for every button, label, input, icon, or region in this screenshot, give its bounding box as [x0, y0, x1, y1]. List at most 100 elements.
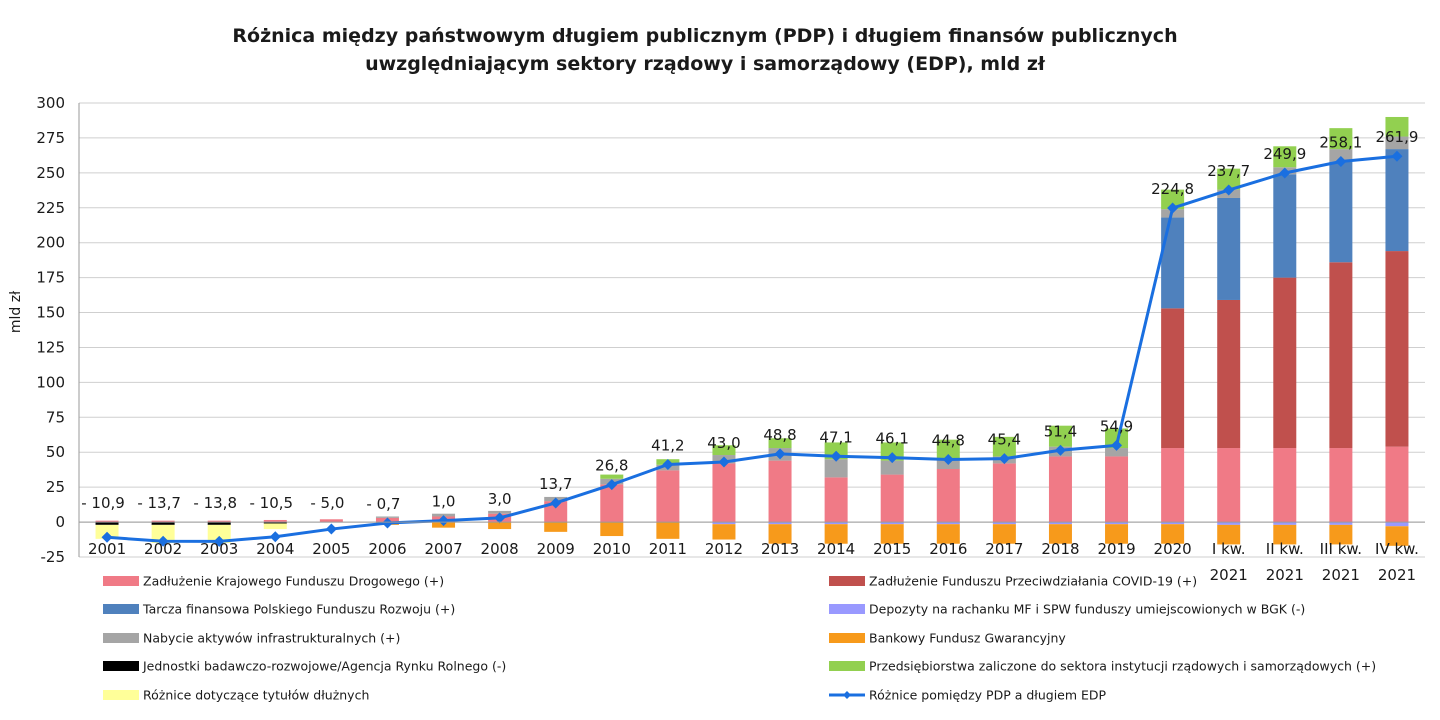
bar-segment	[880, 460, 904, 475]
bar-segment	[151, 522, 175, 525]
bar-segment	[1385, 526, 1409, 546]
legend-swatch	[103, 661, 139, 671]
bar-segment	[1273, 522, 1297, 525]
data-label: - 0,7	[366, 495, 400, 513]
y-tick-label: 175	[36, 269, 65, 287]
bar-segment	[1385, 136, 1409, 150]
y-tick-label: 125	[36, 338, 65, 356]
data-label: - 10,9	[81, 494, 125, 512]
line-layer	[101, 150, 1403, 547]
y-tick-label: 275	[36, 129, 65, 147]
line-point	[1335, 156, 1347, 168]
x-tick-label: 2021	[1266, 566, 1304, 584]
line-point	[774, 448, 786, 460]
bar-segment	[375, 516, 399, 518]
bar-segment	[1217, 524, 1241, 545]
bar-segment	[1329, 524, 1353, 545]
bar-segment	[600, 474, 624, 479]
data-label: 51,4	[1044, 422, 1077, 440]
legend-swatch	[829, 604, 865, 614]
data-label: 26,8	[595, 457, 628, 475]
chart-title-line-2: uwzględniającym sektory rządowy i samorz…	[365, 53, 1046, 75]
bar-segment	[992, 436, 1016, 457]
data-label: 48,8	[763, 426, 796, 444]
x-tick-label: 2012	[705, 540, 743, 558]
x-tick-label: II kw.	[1266, 540, 1304, 558]
bar-segment	[544, 501, 568, 523]
line-point	[101, 531, 113, 543]
bar-segment	[936, 439, 960, 460]
x-tick-label: 2019	[1097, 540, 1135, 558]
bar-segment	[1161, 217, 1185, 309]
bar-segment	[712, 522, 736, 525]
bar-segment	[1385, 446, 1409, 523]
x-tick-label: 2013	[761, 540, 799, 558]
legend-label: Zadłużenie Krajowego Funduszu Drogowego …	[143, 574, 444, 589]
line-point	[1167, 202, 1179, 214]
bar-segment	[207, 524, 231, 544]
bar-segment	[1329, 149, 1353, 162]
bar-segment	[600, 522, 624, 537]
bar-segment	[1217, 448, 1241, 523]
legend-swatch	[103, 604, 139, 614]
bar-segment	[1048, 425, 1072, 447]
bar-segment	[768, 524, 792, 544]
line-point	[662, 459, 674, 471]
bar-segment	[600, 484, 624, 523]
labels-layer: - 10,9 - 13,7 - 13,8 - 10,5 - 5,0 - 0,7 1,0 3,0…	[81, 128, 1418, 513]
bar-segment	[263, 519, 287, 523]
bar-segment	[1273, 146, 1297, 168]
bar-segment	[95, 520, 119, 523]
bar-segment	[992, 463, 1016, 523]
x-tick-label: 2003	[200, 540, 238, 558]
line-point	[998, 453, 1010, 465]
legend-label: Przedsiębiorstwa zaliczone do sektora in…	[869, 659, 1376, 674]
bar-segment	[1105, 524, 1129, 544]
y-axis-label: mld zł	[8, 291, 24, 333]
legend-line-marker	[843, 691, 851, 699]
bar-segment	[1273, 174, 1297, 278]
legend-label: Zadłużenie Funduszu Przeciwdziałania COV…	[869, 574, 1197, 589]
grid-layer	[79, 102, 1425, 558]
legend-swatch	[103, 690, 139, 700]
bar-segment	[1217, 299, 1241, 449]
bar-segment	[432, 513, 456, 517]
bar-segment	[880, 522, 904, 525]
data-label: 54,9	[1100, 417, 1133, 435]
bar-segment	[1217, 522, 1241, 525]
line-point	[886, 452, 898, 464]
bar-segment	[544, 522, 568, 532]
x-tick-label: 2005	[312, 540, 350, 558]
line-point	[1391, 150, 1403, 162]
bar-segment	[263, 522, 287, 524]
bar-segment	[1048, 456, 1072, 523]
y-tick-label: 50	[46, 443, 65, 461]
bar-segment	[1273, 524, 1297, 545]
x-tick-label: III kw.	[1320, 540, 1362, 558]
x-tick-label: 2020	[1154, 540, 1192, 558]
y-tick-label: -25	[41, 548, 66, 566]
line-point	[942, 453, 954, 465]
y-tick-label: 100	[36, 373, 65, 391]
y-tick-label: 150	[36, 304, 65, 322]
bar-segment	[936, 524, 960, 544]
line-point	[494, 512, 506, 524]
x-tick-label: 2006	[368, 540, 406, 558]
line-point	[606, 479, 618, 491]
bar-segment	[992, 522, 1016, 525]
bar-segment	[1329, 522, 1353, 525]
y-tick-label: 25	[46, 478, 65, 496]
line-point	[550, 497, 562, 509]
bar-segment	[1105, 448, 1129, 457]
x-tick-label: 2015	[873, 540, 911, 558]
bar-segment	[768, 522, 792, 525]
x-tick-label: 2002	[144, 540, 182, 558]
data-label: - 13,8	[193, 494, 237, 512]
bar-segment	[1105, 522, 1129, 525]
bar-segment	[488, 522, 512, 530]
x-tick-label: IV kw.	[1375, 540, 1419, 558]
bar-segment	[992, 524, 1016, 544]
bar-segment	[824, 524, 848, 544]
x-tick-label: 2021	[1378, 566, 1416, 584]
bar-segment	[1273, 448, 1297, 523]
